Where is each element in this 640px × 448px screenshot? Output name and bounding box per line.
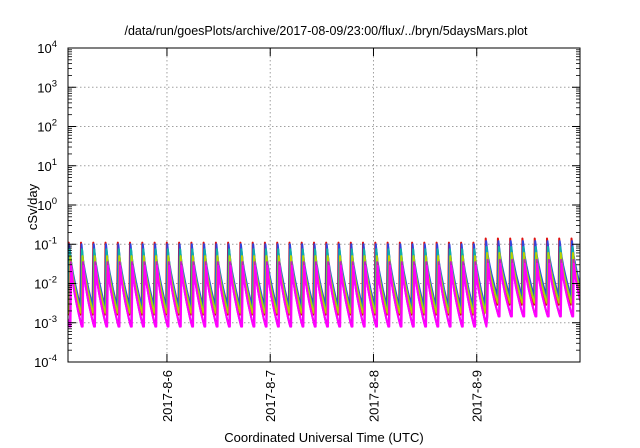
y-tick-labels: 10-4 10-3 10-2 10-1 100 101 102 103 104 — [34, 39, 57, 370]
y-tick-label: 10-3 — [34, 314, 57, 331]
x-tick-label: 2017-8-8 — [366, 370, 381, 422]
x-tick-label: 2017-8-9 — [470, 370, 485, 422]
x-tick-label: 2017-8-6 — [160, 370, 175, 422]
y-tick-label: 102 — [37, 118, 57, 135]
y-axis-label: cSv/day — [25, 183, 40, 230]
x-tick-label: 2017-8-7 — [263, 370, 278, 422]
x-axis-label: Coordinated Universal Time (UTC) — [224, 430, 423, 445]
chart-title: /data/run/goesPlots/archive/2017-08-09/2… — [124, 24, 528, 38]
y-tick-label: 100 — [37, 196, 57, 213]
series-lines — [68, 237, 580, 328]
axis-ticks — [68, 47, 580, 363]
y-tick-label: 10-4 — [34, 353, 57, 370]
y-tick-label: 104 — [37, 39, 57, 56]
x-tick-labels: 2017-8-6 2017-8-7 2017-8-8 2017-8-9 — [160, 370, 485, 422]
y-tick-label: 10-1 — [34, 235, 57, 252]
y-tick-label: 101 — [37, 157, 57, 174]
y-tick-label: 103 — [37, 78, 57, 95]
y-tick-label: 10-2 — [34, 275, 57, 292]
grid — [68, 48, 580, 362]
series-line — [68, 262, 580, 328]
